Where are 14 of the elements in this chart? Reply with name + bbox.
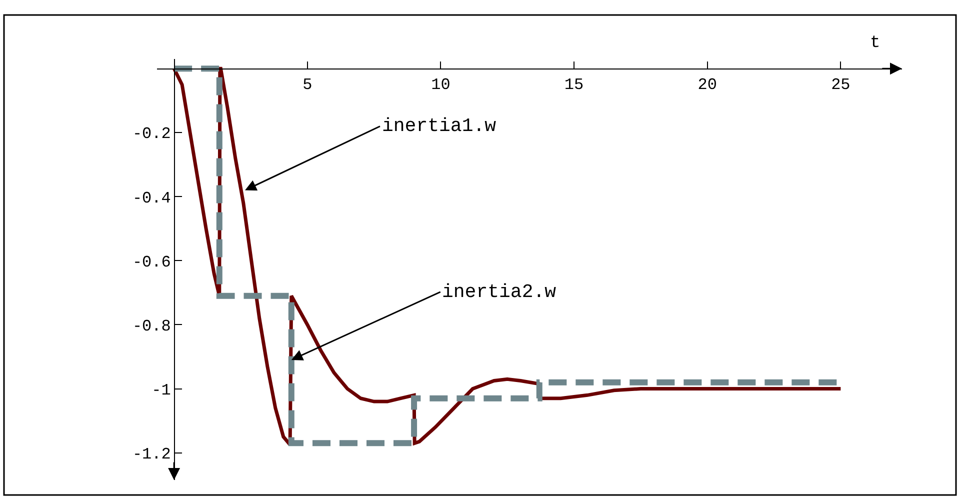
x-tick-label: 5: [302, 76, 312, 94]
y-tick-label: -0.2: [132, 125, 171, 144]
y-tick-label: -0.6: [132, 253, 171, 272]
y-tick-label: -0.8: [132, 317, 171, 336]
y-tick-label: -0.4: [132, 189, 171, 208]
x-axis-title: t: [870, 34, 880, 53]
y-tick-label: -1.2: [132, 445, 171, 464]
x-tick-label: 15: [564, 76, 584, 94]
annotation: inertia2.w: [442, 281, 557, 303]
x-tick-label: 25: [831, 76, 850, 94]
y-tick-label: -1: [152, 381, 171, 400]
x-tick-label: 10: [431, 76, 450, 94]
x-tick-label: 20: [698, 76, 717, 94]
annotation: inertia1.w: [382, 115, 497, 137]
